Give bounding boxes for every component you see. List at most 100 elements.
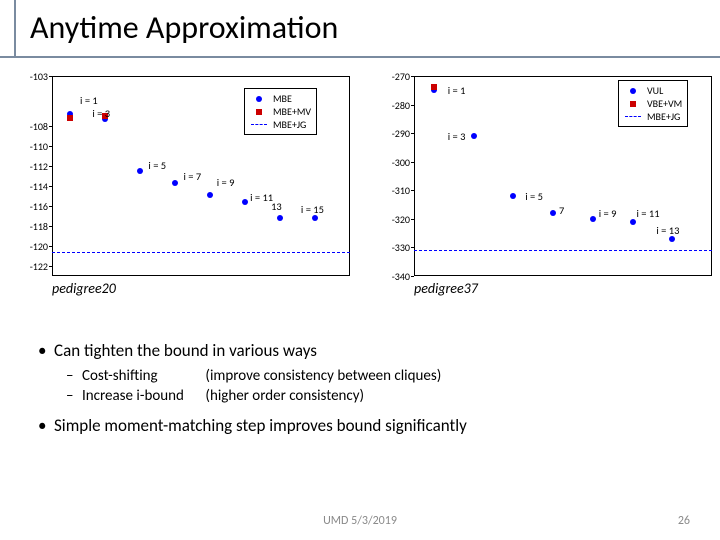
y-tick-label: -116 bbox=[4, 200, 48, 213]
series-mv-point bbox=[431, 84, 437, 90]
legend-marker-circle bbox=[250, 96, 268, 102]
bullet-content: Can tighten the bound in various ways Co… bbox=[20, 340, 700, 442]
legend: VULVBE+VMMBE+JG bbox=[618, 80, 688, 127]
y-tick-mark bbox=[411, 105, 414, 106]
bullet-item: Simple moment-matching step improves bou… bbox=[20, 415, 700, 436]
legend-label: MBE+JG bbox=[273, 118, 306, 131]
series-mbe-point bbox=[172, 180, 178, 186]
y-tick-label: -290 bbox=[366, 127, 410, 140]
bullet-sub-desc: (improve consistency between cliques) bbox=[205, 367, 441, 385]
point-label: i = 7 bbox=[183, 170, 201, 183]
bullet-sub-label: Cost-shifting bbox=[82, 367, 202, 385]
page-title: Anytime Approximation bbox=[30, 8, 720, 47]
y-tick-mark bbox=[411, 76, 414, 77]
y-tick-mark bbox=[49, 246, 52, 247]
y-tick-label: -300 bbox=[366, 156, 410, 169]
point-label: i = 3 bbox=[448, 130, 466, 143]
legend-label: VUL bbox=[647, 84, 663, 97]
legend-row: MBE+JG bbox=[624, 110, 682, 123]
point-label: i = 9 bbox=[599, 207, 617, 220]
y-tick-mark bbox=[411, 276, 414, 277]
footer: UMD 5/3/2019 26 bbox=[0, 514, 720, 528]
point-label: i = 11 bbox=[250, 191, 273, 204]
y-tick-label: -330 bbox=[366, 241, 410, 254]
point-label: i = 3 bbox=[92, 107, 110, 120]
bullet-sub-item: Increase i-bound (higher order consisten… bbox=[20, 387, 700, 405]
y-tick-label: -310 bbox=[366, 184, 410, 197]
legend: MBEMBE+MVMBE+JG bbox=[244, 88, 317, 135]
series-mbe-point bbox=[471, 133, 477, 139]
point-label: i = 1 bbox=[448, 84, 466, 97]
legend-marker-dash bbox=[250, 124, 268, 125]
y-tick-label: -280 bbox=[366, 99, 410, 112]
bullet-text: Simple moment-matching step improves bou… bbox=[54, 415, 467, 436]
legend-row: VBE+VM bbox=[624, 97, 682, 110]
series-mbe-point bbox=[207, 192, 213, 198]
title-horizontal-rule bbox=[0, 56, 720, 58]
point-label: 7 bbox=[559, 204, 564, 217]
y-tick-mark bbox=[49, 146, 52, 147]
y-tick-label: -108 bbox=[4, 120, 48, 133]
legend-marker-dash bbox=[624, 116, 642, 117]
chart-pedigree20: -103-108-110-112-114-116-118-120-122i = … bbox=[4, 70, 354, 302]
bullet-text: Can tighten the bound in various ways bbox=[54, 340, 317, 361]
legend-label: MBE bbox=[273, 92, 292, 105]
legend-marker-circle bbox=[624, 88, 642, 94]
y-tick-mark bbox=[49, 266, 52, 267]
footer-date: UMD 5/3/2019 bbox=[323, 514, 397, 528]
y-tick-label: -118 bbox=[4, 220, 48, 233]
point-label: i = 11 bbox=[637, 207, 660, 220]
series-mbe-point bbox=[242, 199, 248, 205]
bullet-item: Can tighten the bound in various ways bbox=[20, 340, 700, 361]
y-tick-label: -103 bbox=[4, 70, 48, 83]
legend-label: MBE+JG bbox=[647, 110, 680, 123]
legend-marker-square bbox=[624, 101, 642, 107]
series-jg-line bbox=[414, 250, 712, 251]
y-tick-mark bbox=[411, 247, 414, 248]
bullet-sub-desc: (higher order consistency) bbox=[205, 387, 364, 405]
y-tick-label: -120 bbox=[4, 240, 48, 253]
point-label: 13 bbox=[271, 200, 282, 213]
chart-pedigree37: -270 -280 -290 -300 -310 -320 -330 -340 i = 1 i =… bbox=[366, 70, 716, 302]
legend-row: MBE bbox=[250, 92, 311, 105]
legend-row: VUL bbox=[624, 84, 682, 97]
series-mbe-point bbox=[550, 210, 556, 216]
y-tick-label: -114 bbox=[4, 180, 48, 193]
legend-label: MBE+MV bbox=[273, 105, 311, 118]
y-tick-label: -122 bbox=[4, 260, 48, 273]
series-mbe-point bbox=[590, 216, 596, 222]
legend-label: VBE+VM bbox=[647, 97, 682, 110]
y-tick-mark bbox=[411, 162, 414, 163]
bullet-sub-label: Increase i-bound bbox=[82, 387, 202, 405]
series-mbe-point bbox=[630, 219, 636, 225]
slide-number: 26 bbox=[678, 514, 690, 528]
y-tick-mark bbox=[49, 206, 52, 207]
series-mv-point bbox=[67, 115, 73, 121]
legend-row: MBE+MV bbox=[250, 105, 311, 118]
series-jg-line bbox=[52, 252, 350, 253]
title-vertical-rule bbox=[14, 0, 16, 56]
y-tick-mark bbox=[49, 166, 52, 167]
y-tick-mark bbox=[411, 133, 414, 134]
series-mbe-point bbox=[510, 193, 516, 199]
charts-row: -103-108-110-112-114-116-118-120-122i = … bbox=[4, 70, 716, 302]
y-tick-label: -110 bbox=[4, 140, 48, 153]
series-mbe-point bbox=[277, 215, 283, 221]
y-tick-label: -340 bbox=[366, 270, 410, 283]
point-label: i = 1 bbox=[80, 94, 98, 107]
point-label: i = 13 bbox=[656, 224, 679, 237]
y-tick-mark bbox=[49, 126, 52, 127]
point-label: i = 15 bbox=[301, 203, 324, 216]
legend-row: MBE+JG bbox=[250, 118, 311, 131]
chart-name-label: pedigree20 bbox=[52, 280, 116, 297]
legend-marker-square bbox=[250, 109, 268, 115]
y-tick-label: -320 bbox=[366, 213, 410, 226]
y-tick-mark bbox=[49, 186, 52, 187]
point-label: i = 5 bbox=[148, 159, 166, 172]
y-tick-label: -270 bbox=[366, 70, 410, 83]
point-label: i = 5 bbox=[525, 190, 543, 203]
title-bar: Anytime Approximation bbox=[0, 0, 720, 47]
y-tick-mark bbox=[49, 226, 52, 227]
point-label: i = 9 bbox=[217, 176, 235, 189]
y-tick-mark bbox=[411, 219, 414, 220]
